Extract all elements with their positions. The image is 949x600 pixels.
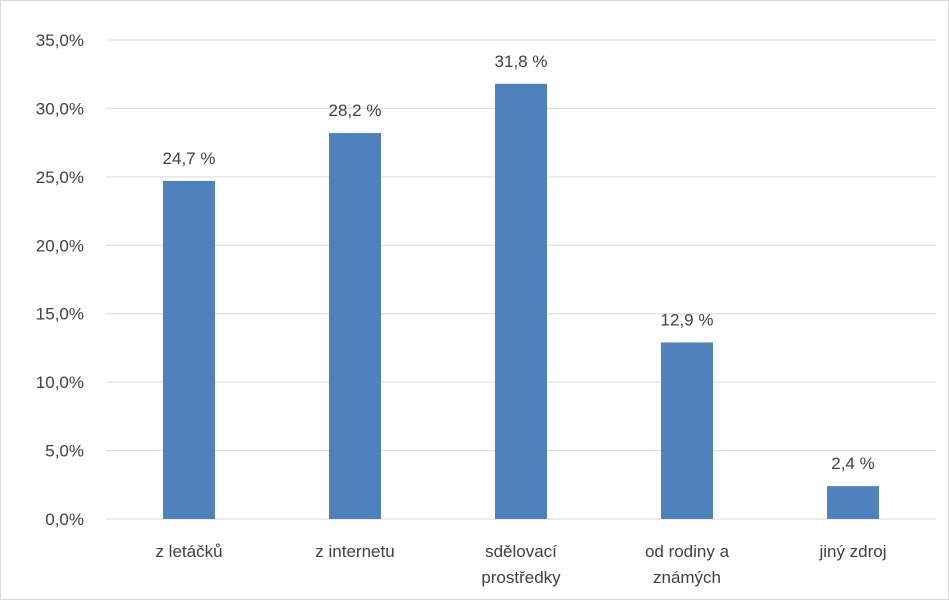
category-label-line: známých [653,568,721,587]
y-tick-label: 15,0% [36,305,84,324]
bar [661,342,713,519]
y-tick-label: 5,0% [45,442,84,461]
y-axis-ticks: 0,0% 5,0% 10,0% 15,0% 20,0% 25,0% 30,0% 35,0% [36,31,84,529]
category-label-line: od rodiny a [645,542,730,561]
bar [329,133,381,519]
category-label: z internetu [315,542,394,561]
data-label: 24,7 % [163,149,216,168]
data-label: 2,4 % [831,454,874,473]
category-label-line: sdělovací [485,542,557,561]
category-label-line: jiný zdroj [818,542,886,561]
category-label: jiný zdroj [818,542,886,561]
y-tick-label: 10,0% [36,373,84,392]
data-labels: 24,7 % 28,2 % 31,8 % 12,9 % 2,4 % [163,52,875,473]
y-tick-label: 0,0% [45,510,84,529]
category-label: od rodiny a známých [645,542,730,587]
y-tick-label: 30,0% [36,99,84,118]
category-label-line: prostředky [481,568,561,587]
y-tick-label: 35,0% [36,31,84,50]
bar [827,486,879,519]
category-label: sdělovací prostředky [481,542,561,587]
data-label: 28,2 % [329,101,382,120]
bar [495,83,547,520]
data-label: 12,9 % [661,310,714,329]
category-label: z letáčků [155,542,222,561]
y-tick-label: 25,0% [36,168,84,187]
bars [163,83,879,520]
y-tick-label: 20,0% [36,236,84,255]
category-label-line: z letáčků [155,542,222,561]
x-axis-categories: z letáčků z internetu sdělovací prostředky o… [155,542,886,587]
bar [163,180,215,519]
data-label: 31,8 % [495,52,548,71]
category-label-line: z internetu [315,542,394,561]
